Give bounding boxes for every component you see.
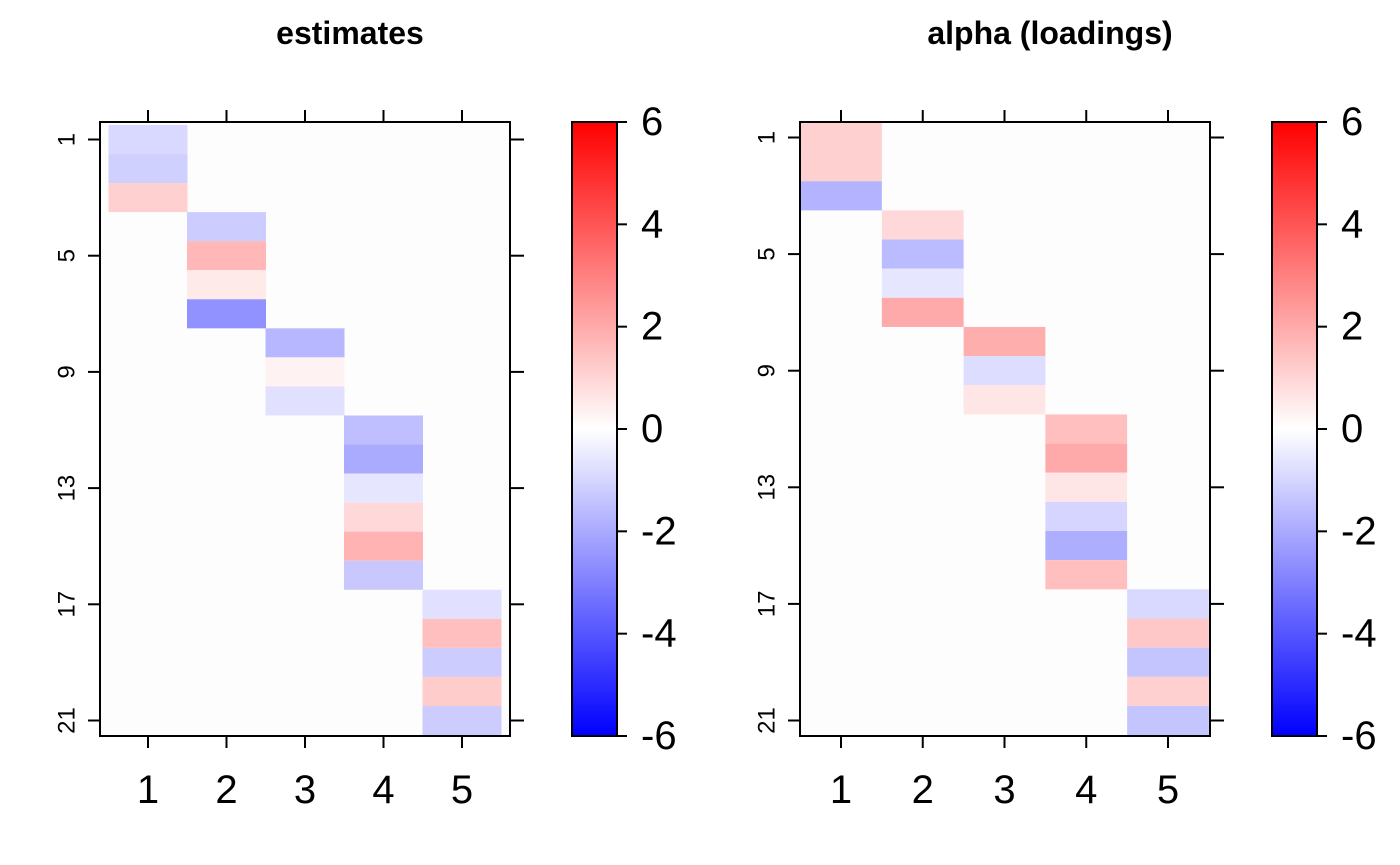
heat-cell [422, 618, 502, 648]
colorbar-tick-label: -6 [641, 714, 677, 758]
heat-cell [344, 415, 423, 445]
heat-cell [881, 210, 964, 240]
heat-cell [1127, 618, 1209, 648]
heat-cell [963, 356, 1046, 386]
y-tick-label: 1 [753, 131, 780, 144]
heat-cell [187, 212, 266, 242]
x-tick-label: 2 [215, 768, 237, 812]
chart-title: estimates [276, 15, 424, 51]
heat-cell [108, 124, 188, 155]
heat-cell [881, 268, 964, 298]
colorbar-tick-label: 6 [641, 100, 663, 144]
heat-cell [1127, 705, 1209, 736]
panel-1: estimates 1 2 3 4 5 1 5 9 13 17 21 6 4 2 0 -2 -4 -6 [53, 15, 676, 812]
heat-cell [963, 326, 1046, 357]
heat-cell [344, 560, 423, 590]
heat-cell [108, 154, 188, 184]
colorbar-tick-label: 0 [641, 407, 663, 451]
heat-cell [881, 239, 964, 269]
heat-cell [800, 122, 882, 153]
x-tick-label: 4 [1075, 768, 1097, 812]
y-tick-label: 17 [53, 591, 80, 618]
y-tick-label: 21 [53, 707, 80, 734]
y-tick-label: 13 [53, 475, 80, 502]
colorbar-tick-label: 6 [1341, 100, 1363, 144]
y-tick-label: 13 [753, 474, 780, 501]
heat-cell [881, 297, 964, 327]
colorbar-tick-label: 0 [1341, 407, 1363, 451]
x-tick-label: 2 [912, 768, 934, 812]
heat-cell [344, 444, 423, 474]
heat-cell [265, 357, 345, 387]
heat-cell [1127, 589, 1209, 619]
heat-cell [422, 647, 502, 677]
colorbar-tick-label: 4 [1341, 202, 1363, 246]
heat-cell [422, 676, 502, 706]
colorbar [571, 121, 618, 737]
heat-cell [963, 385, 1046, 415]
heat-cell [187, 299, 266, 329]
heat-cell [1045, 443, 1128, 473]
heat-cell [1127, 676, 1209, 706]
heat-cell [108, 183, 188, 213]
heat-cell [422, 705, 502, 736]
colorbar-tick-label: -2 [1341, 509, 1377, 553]
heat-cell [1127, 647, 1209, 677]
heat-cell [187, 241, 266, 271]
y-tick-label: 9 [53, 365, 80, 378]
x-tick-label: 1 [137, 768, 159, 812]
x-tick-label: 1 [830, 768, 852, 812]
y-tick-label: 1 [53, 133, 80, 146]
y-tick-label: 5 [53, 249, 80, 262]
colorbar-tick-label: -4 [1341, 612, 1377, 656]
x-tick-label: 5 [451, 768, 473, 812]
heat-cell [1045, 472, 1128, 502]
heat-cell [1045, 414, 1128, 444]
y-tick-label: 21 [753, 707, 780, 734]
colorbar [1271, 121, 1318, 737]
heat-cell [1045, 560, 1128, 590]
heat-cell [344, 531, 423, 561]
heat-cell [1045, 531, 1128, 561]
x-tick-label: 3 [294, 768, 316, 812]
chart-title: alpha (loadings) [927, 15, 1172, 51]
y-tick-label: 9 [753, 364, 780, 377]
x-tick-label: 3 [993, 768, 1015, 812]
colorbar-tick-label: -6 [1341, 714, 1377, 758]
heat-cell [800, 152, 882, 182]
heat-cell [800, 181, 882, 211]
y-tick-label: 5 [753, 247, 780, 260]
colorbar-tick-label: -4 [641, 612, 677, 656]
heat-cell [422, 589, 502, 619]
colorbar-tick-label: -2 [641, 509, 677, 553]
heat-cell [187, 270, 266, 300]
heat-cell [1045, 501, 1128, 532]
heat-cell [344, 502, 423, 532]
colorbar-tick-label: 2 [1341, 305, 1363, 349]
x-tick-label: 5 [1157, 768, 1179, 812]
colorbar-tick-label: 2 [641, 305, 663, 349]
heat-cell [265, 328, 345, 358]
x-tick-label: 4 [372, 768, 394, 812]
y-tick-label: 17 [753, 591, 780, 618]
heat-cell [344, 473, 423, 503]
heat-cell [265, 386, 345, 416]
colorbar-tick-label: 4 [641, 202, 663, 246]
panel-2: alpha (loadings) 1 2 3 4 5 1 5 9 13 17 21 6 4 2 0 -2 -4 -6 [753, 15, 1376, 812]
